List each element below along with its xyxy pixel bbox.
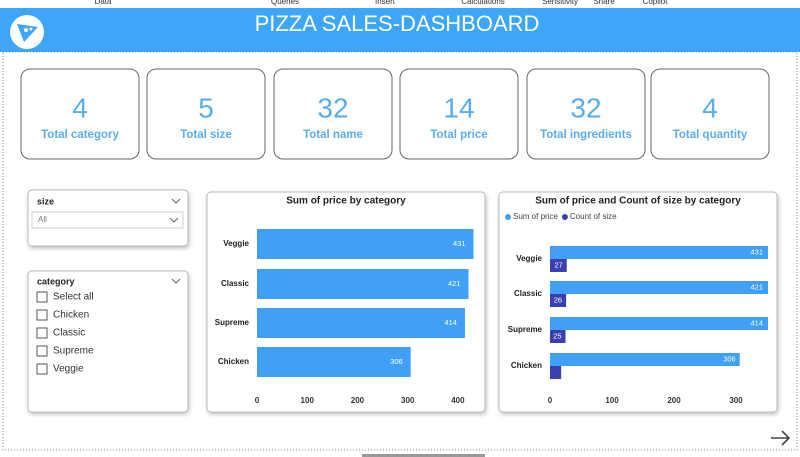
x-tick-label: 200 [351,396,365,405]
kpi-label: Total size [180,129,232,141]
logo-icon [17,24,38,42]
logo-dot [24,28,28,32]
checkbox[interactable] [36,309,48,321]
checkbox[interactable] [36,327,48,339]
kpi-label: Total name [303,129,363,141]
slicer-item: Chicken [53,310,89,321]
menu-item[interactable]: Calculations [461,0,505,6]
chart-panel [206,191,486,413]
y-tick-label: Classic [514,289,543,298]
slicer-item: Supreme [53,346,94,357]
slicer-title: category [37,276,75,286]
bar [257,347,411,377]
menu-item[interactable]: Queries [271,0,299,6]
kpi-card [273,68,393,160]
data-label: 414 [750,318,763,327]
data-label: 414 [444,318,457,327]
bar [257,269,469,299]
y-tick-label: Supreme [215,318,250,327]
data-label: 431 [750,247,763,256]
slicer-panel [27,270,189,413]
bar [550,294,567,307]
kpi-card [20,68,140,160]
x-tick-label: 0 [255,396,260,405]
menu-item[interactable]: Copilot [643,0,669,6]
data-label: 306 [390,357,403,366]
menu-item[interactable]: Data [95,0,112,6]
dashboard-title: PIZZA SALES-DASHBOARD [255,11,540,36]
kpi-card [146,68,266,160]
x-tick-label: 200 [667,396,681,405]
bar [550,246,768,259]
bar [550,366,562,379]
y-tick-label: Supreme [508,325,543,334]
legend-label: Count of size [570,212,617,221]
slicer-item: Veggie [53,364,84,375]
chart-title: Sum of price by category [286,196,406,207]
kpi-card [650,68,770,160]
kpi-value: 4 [702,92,718,123]
dropdown[interactable] [31,211,184,229]
x-tick-label: 400 [451,396,465,405]
kpi-card [526,68,646,160]
checkbox[interactable] [36,345,48,357]
data-label: 26 [554,295,562,304]
kpi-value: 32 [317,92,348,123]
x-tick-label: 0 [548,396,553,405]
data-label: 27 [554,260,562,269]
x-tick-label: 100 [605,396,619,405]
bar [550,281,768,294]
header-bar [0,8,800,52]
x-tick-label: 100 [301,396,315,405]
scrollbar [362,454,485,457]
kpi-value: 5 [198,92,214,123]
data-label: 431 [453,239,466,248]
y-tick-label: Veggie [223,239,249,248]
chevron[interactable] [171,198,181,204]
kpi-label: Total quantity [673,129,748,141]
y-tick-label: Chicken [511,361,542,370]
data-label: 306 [723,354,736,363]
legend-marker [505,214,511,220]
legend-marker [561,214,568,220]
chevron[interactable] [171,278,181,284]
chart-panel [498,191,778,413]
data-label: 421 [750,282,763,291]
y-tick-label: Chicken [218,357,249,366]
menu-item[interactable]: Share [593,0,615,6]
kpi-label: Total price [430,129,487,141]
slicer-title: size [37,196,54,206]
y-tick-label: Veggie [516,254,542,263]
bar [550,259,567,272]
slicer-item: Select all [53,292,94,303]
bar [257,229,474,259]
bar [550,317,768,330]
x-tick-label: 300 [401,396,415,405]
y-tick-label: Classic [221,279,250,288]
menu-item[interactable]: Sensitivity [542,0,578,6]
next-arrow[interactable] [771,430,791,446]
legend-label: Sum of price [513,212,558,221]
bar [257,308,465,338]
checkbox[interactable] [36,291,48,303]
checkbox[interactable] [36,363,48,375]
bar [550,353,740,366]
x-tick-label: 300 [729,396,743,405]
kpi-card [399,68,519,160]
menu-item[interactable]: Insert [375,0,396,6]
data-label: 421 [448,279,461,288]
dropdown-value: All [38,215,47,224]
kpi-value: 32 [570,92,601,123]
kpi-label: Total ingredients [540,129,632,141]
kpi-label: Total category [41,129,119,141]
kpi-value: 14 [443,92,474,123]
data-label: 25 [553,331,561,340]
bar [550,330,566,343]
slicer-item: Classic [53,328,85,339]
chart-title: Sum of price and Count of size by catego… [535,196,741,207]
kpi-value: 4 [72,92,88,123]
chevron[interactable] [169,217,179,223]
logo-dot [29,27,33,31]
